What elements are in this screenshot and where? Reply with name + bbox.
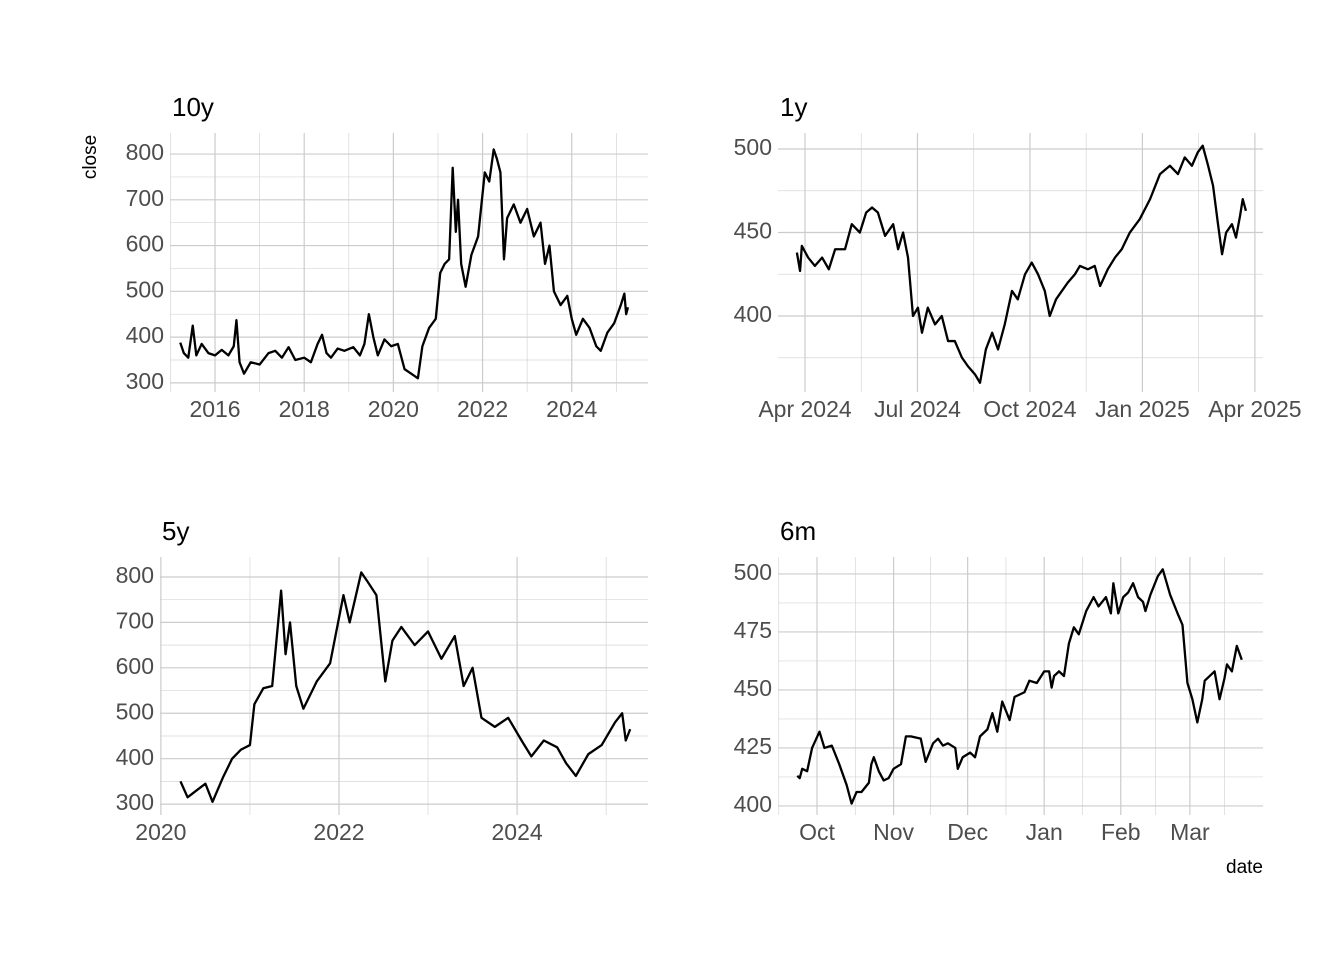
y-tick-label: 300	[126, 368, 164, 394]
x-tick-label: 2020	[368, 396, 419, 422]
x-tick-label: 2022	[313, 819, 364, 845]
y-tick-label: 425	[734, 733, 772, 759]
x-tick-label: Oct	[799, 819, 835, 845]
y-tick-label: 400	[126, 322, 164, 348]
y-tick-label: 450	[734, 218, 772, 244]
y-tick-label: 500	[116, 698, 154, 724]
y-tick-label: 475	[734, 617, 772, 643]
price-line	[795, 144, 1248, 384]
price-line	[179, 571, 632, 803]
x-axis-label: date	[1226, 857, 1263, 878]
y-tick-label: 600	[126, 231, 164, 257]
x-tick-label: Oct 2024	[983, 396, 1077, 422]
y-tick-label: 450	[734, 675, 772, 701]
panel-title: 5y	[162, 516, 189, 546]
x-tick-label: 2022	[457, 396, 508, 422]
y-tick-label: 400	[116, 744, 154, 770]
x-tick-label: Dec	[947, 819, 988, 845]
x-tick-label: Apr 2025	[1208, 396, 1301, 422]
x-tick-label: 2016	[189, 396, 240, 422]
y-tick-label: 700	[126, 185, 164, 211]
panel-title: 6m	[780, 516, 816, 546]
x-tick-label: 2024	[546, 396, 597, 422]
y-tick-label: 800	[126, 139, 164, 165]
x-tick-label: Nov	[873, 819, 914, 845]
x-tick-label: Jan	[1026, 819, 1063, 845]
y-tick-label: 800	[116, 562, 154, 588]
x-tick-label: Apr 2024	[758, 396, 852, 422]
x-tick-label: Mar	[1170, 819, 1210, 845]
panel-title: 10y	[172, 92, 214, 122]
y-tick-label: 500	[126, 276, 164, 302]
price-line	[796, 568, 1243, 805]
x-tick-label: 2018	[279, 396, 330, 422]
y-tick-label: 500	[734, 559, 772, 585]
y-tick-label: 400	[734, 301, 772, 327]
price-line	[179, 148, 630, 380]
y-tick-label: 400	[734, 791, 772, 817]
y-tick-label: 700	[116, 607, 154, 633]
y-tick-label: 300	[116, 789, 154, 815]
y-tick-label: 600	[116, 653, 154, 679]
x-tick-label: Jan 2025	[1095, 396, 1190, 422]
panel-title: 1y	[780, 92, 807, 122]
y-tick-label: 500	[734, 134, 772, 160]
x-tick-label: Jul 2024	[874, 396, 961, 422]
x-tick-label: 2020	[135, 819, 186, 845]
y-axis-label: close	[80, 135, 101, 179]
x-tick-label: 2024	[492, 819, 543, 845]
x-tick-label: Feb	[1101, 819, 1141, 845]
